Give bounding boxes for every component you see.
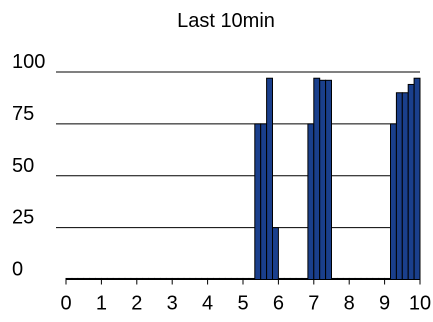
x-tick-label: 3	[167, 293, 178, 315]
bar	[378, 277, 386, 280]
bar	[360, 277, 368, 280]
bar	[89, 277, 97, 280]
bar	[366, 277, 374, 280]
x-tick-label: 1	[96, 293, 107, 315]
grid-layer	[56, 71, 420, 229]
bar	[124, 277, 132, 280]
bar	[83, 277, 91, 280]
bar	[177, 277, 185, 280]
x-tick-label: 2	[131, 293, 142, 315]
bar	[224, 277, 232, 280]
bar	[248, 277, 256, 280]
bar	[254, 123, 262, 280]
bar	[384, 277, 392, 280]
x-tick-label: 0	[60, 293, 71, 315]
bar	[401, 92, 409, 280]
bar	[266, 77, 274, 280]
bar	[65, 277, 73, 280]
bar	[348, 277, 356, 280]
bar	[213, 277, 220, 280]
bar	[77, 277, 85, 280]
y-tick-label: 75	[12, 103, 34, 125]
bar-layer	[65, 77, 421, 280]
bar	[142, 277, 150, 280]
bar	[100, 277, 108, 280]
bar	[342, 277, 350, 280]
bar	[159, 277, 167, 280]
bar	[207, 277, 215, 280]
bar	[130, 277, 138, 280]
bar	[154, 277, 161, 280]
bar	[307, 123, 315, 280]
bar	[118, 277, 126, 280]
bar	[148, 277, 155, 280]
y-tick-label: 50	[12, 155, 34, 177]
x-tick-label: 9	[379, 293, 390, 315]
bar	[94, 277, 102, 280]
x-tick-label: 8	[344, 293, 355, 315]
bar	[189, 277, 197, 280]
bar	[289, 277, 297, 280]
bar	[201, 277, 209, 280]
y-axis-ticks: 0 25 50 75 100	[12, 51, 45, 281]
bar	[71, 277, 79, 280]
bar	[319, 79, 327, 280]
bar	[395, 92, 403, 280]
bar	[325, 79, 332, 280]
x-tick-label: 5	[237, 293, 248, 315]
bar	[372, 277, 380, 280]
bar	[271, 227, 279, 280]
bar	[136, 277, 144, 280]
bar	[230, 277, 238, 280]
y-tick-label: 0	[12, 259, 23, 281]
x-tick-label: 4	[202, 293, 213, 315]
bar	[236, 277, 244, 280]
bar	[336, 277, 344, 280]
x-tick-label: 7	[308, 293, 319, 315]
bar	[301, 277, 309, 280]
y-tick-label: 25	[12, 207, 34, 229]
bar	[390, 123, 397, 280]
bar	[242, 277, 250, 280]
y-tick-label: 100	[12, 51, 45, 73]
x-axis-ticks: 0 1 2 3 4 5 6 7 8 9 10	[60, 279, 431, 315]
bar	[313, 77, 321, 280]
bar	[195, 277, 203, 280]
bar	[106, 277, 114, 280]
bar	[260, 123, 268, 280]
bar	[277, 277, 285, 280]
bar	[354, 277, 362, 280]
x-tick-label: 10	[409, 293, 431, 315]
bar	[165, 277, 173, 280]
chart-title: Last 10min	[177, 10, 275, 32]
bar	[295, 277, 303, 280]
bar	[407, 83, 415, 280]
bar	[218, 277, 226, 280]
bar	[183, 277, 191, 280]
bar	[413, 77, 421, 280]
x-tick-label: 6	[273, 293, 284, 315]
bar	[283, 277, 291, 280]
bar	[112, 277, 120, 280]
bar	[331, 277, 338, 280]
bar	[171, 277, 179, 280]
